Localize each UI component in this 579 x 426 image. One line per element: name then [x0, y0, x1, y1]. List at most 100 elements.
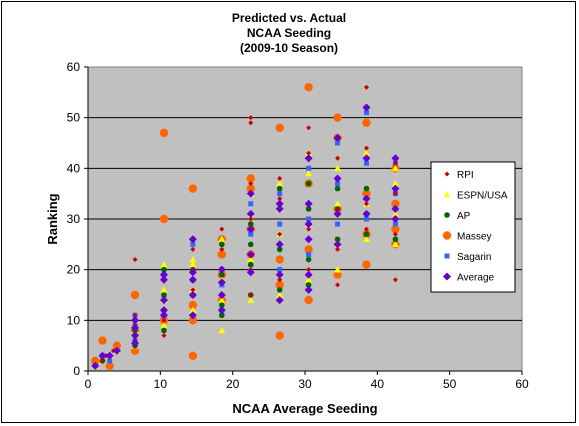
- y-axis-title: Ranking: [45, 193, 60, 244]
- data-point: [276, 180, 284, 187]
- data-point: [131, 331, 140, 340]
- data-point: [219, 241, 225, 248]
- data-point: [247, 261, 254, 268]
- data-point: [335, 181, 341, 187]
- y-tick-label: 60: [67, 60, 81, 74]
- data-point: [189, 306, 197, 313]
- data-point: [304, 154, 313, 163]
- data-point: [334, 266, 342, 273]
- data-point: [160, 321, 168, 329]
- data-point: [392, 231, 398, 237]
- data-point: [362, 103, 371, 112]
- data-point: [391, 215, 400, 223]
- legend-box: [430, 161, 516, 293]
- data-point: [277, 267, 283, 273]
- x-tick-label: 20: [226, 377, 240, 391]
- data-point: [335, 206, 341, 212]
- series-rpi: [92, 84, 398, 369]
- legend-label: AP: [457, 211, 471, 222]
- data-point: [219, 271, 225, 278]
- y-tick-label: 0: [73, 364, 80, 378]
- data-point: [188, 311, 197, 320]
- data-point: [391, 240, 399, 248]
- data-point: [304, 295, 313, 305]
- x-tick-label: 10: [154, 377, 168, 391]
- data-point: [363, 185, 370, 192]
- data-point: [362, 235, 370, 243]
- data-point: [392, 191, 398, 197]
- data-point: [161, 327, 167, 334]
- data-point: [248, 216, 254, 222]
- data-point: [91, 356, 100, 366]
- data-point: [161, 266, 167, 273]
- data-point: [391, 210, 399, 217]
- data-point: [160, 286, 168, 293]
- x-axis-title: NCAA Average Seeding: [232, 401, 377, 416]
- data-point: [91, 361, 100, 370]
- data-point: [188, 275, 197, 284]
- data-point: [333, 270, 342, 279]
- data-point: [306, 267, 312, 273]
- data-point: [246, 225, 255, 234]
- data-point: [159, 214, 169, 224]
- data-point: [246, 174, 255, 183]
- x-tick-label: 30: [298, 377, 312, 391]
- data-point: [305, 206, 312, 212]
- data-point: [335, 246, 341, 252]
- data-point: [362, 118, 371, 127]
- data-point: [306, 165, 312, 171]
- data-point: [248, 181, 254, 187]
- data-point: [219, 312, 225, 319]
- data-point: [159, 270, 168, 279]
- legend-marker: [444, 212, 450, 218]
- data-point: [217, 265, 226, 274]
- data-point: [363, 231, 370, 237]
- data-point: [276, 246, 283, 253]
- data-point: [188, 268, 197, 277]
- data-point: [392, 236, 399, 243]
- data-point: [188, 291, 197, 299]
- data-point: [217, 306, 226, 315]
- data-point: [247, 241, 254, 248]
- data-point: [131, 323, 140, 332]
- data-point: [275, 280, 284, 290]
- data-point: [391, 199, 400, 208]
- data-point: [391, 164, 399, 172]
- data-point: [98, 351, 107, 360]
- data-point: [391, 154, 400, 163]
- data-point: [248, 115, 254, 121]
- data-point: [333, 113, 342, 122]
- data-point: [304, 199, 313, 208]
- data-point: [392, 221, 398, 227]
- data-point: [98, 336, 107, 345]
- data-point: [275, 270, 284, 279]
- data-point: [392, 160, 398, 166]
- y-tick-label: 40: [67, 161, 81, 175]
- chart-title-line-2: NCAA Seeding: [247, 26, 331, 40]
- data-point: [161, 317, 167, 323]
- data-point: [246, 268, 255, 277]
- data-point: [218, 326, 226, 334]
- data-point: [188, 184, 198, 193]
- data-point: [161, 333, 167, 339]
- data-point: [276, 185, 283, 192]
- data-point: [130, 346, 140, 355]
- data-point: [335, 221, 341, 227]
- data-point: [333, 209, 342, 218]
- data-point: [306, 216, 312, 222]
- data-point: [247, 221, 254, 227]
- data-point: [247, 256, 255, 263]
- data-point: [246, 184, 255, 193]
- legend-marker: [443, 272, 451, 281]
- data-point: [105, 361, 114, 371]
- legend-marker: [442, 231, 452, 240]
- data-point: [99, 358, 105, 364]
- data-point: [334, 164, 342, 172]
- data-point: [105, 351, 114, 360]
- y-tick-label: 20: [67, 263, 81, 277]
- data-point: [190, 287, 196, 293]
- data-point: [276, 287, 283, 293]
- data-point: [305, 256, 312, 263]
- data-point: [305, 276, 313, 283]
- data-point: [112, 346, 121, 355]
